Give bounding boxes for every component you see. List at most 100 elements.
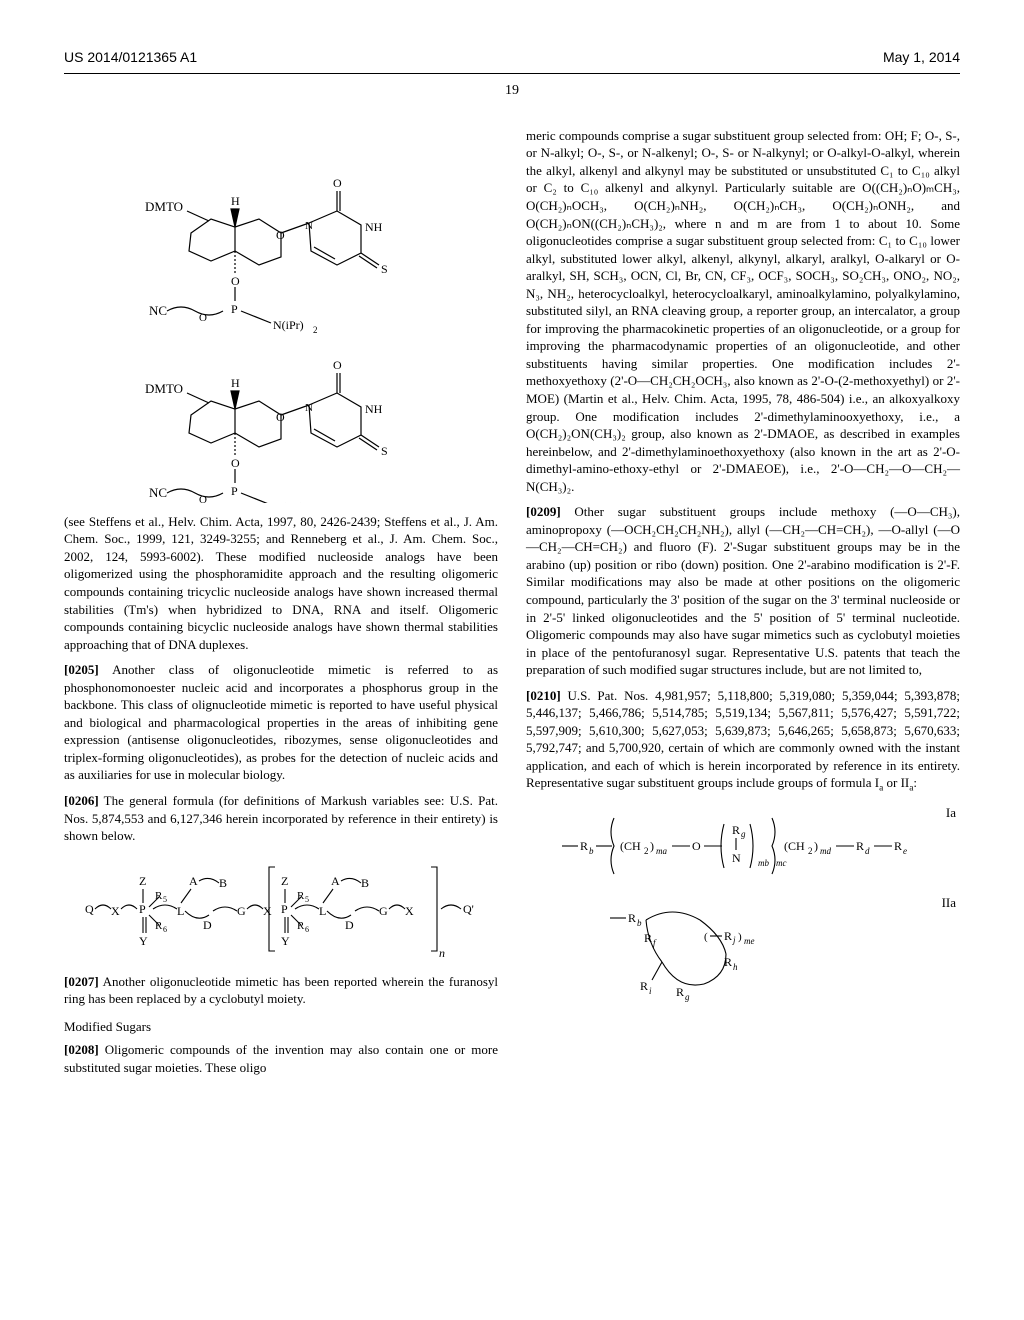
svg-text:h: h bbox=[733, 962, 738, 972]
svg-text:O: O bbox=[231, 274, 240, 288]
formula-label-Ia: Ia bbox=[946, 804, 956, 822]
svg-text:mc: mc bbox=[776, 858, 787, 868]
svg-text:R: R bbox=[856, 839, 864, 853]
svg-text:R: R bbox=[894, 839, 902, 853]
formula-Ia-block: Ia Rb (CH2) ma O Rg N bbox=[526, 804, 960, 884]
svg-text:ma: ma bbox=[656, 846, 667, 856]
svg-text:G: G bbox=[237, 904, 246, 918]
para-text: Oligomeric compounds of the invention ma… bbox=[64, 1042, 498, 1075]
svg-text:Z: Z bbox=[139, 874, 146, 888]
svg-text:NH: NH bbox=[365, 402, 383, 416]
svg-text:R: R bbox=[640, 979, 648, 993]
svg-text:(: ( bbox=[704, 931, 708, 943]
svg-text:N: N bbox=[305, 220, 313, 232]
svg-text:R: R bbox=[724, 929, 732, 943]
svg-text:P: P bbox=[231, 302, 238, 316]
svg-text:2: 2 bbox=[644, 846, 649, 856]
svg-text:O: O bbox=[231, 456, 240, 470]
svg-text:Q': Q' bbox=[463, 902, 474, 916]
svg-text:NC: NC bbox=[149, 485, 167, 500]
para-text: Other sugar substituent groups include m… bbox=[526, 504, 960, 677]
para-number: [0208] bbox=[64, 1042, 99, 1057]
page-header: US 2014/0121365 A1 May 1, 2014 bbox=[64, 48, 960, 74]
svg-text:R: R bbox=[644, 931, 652, 945]
svg-text:S: S bbox=[381, 262, 388, 276]
para-0210: [0210] U.S. Pat. Nos. 4,981,957; 5,118,8… bbox=[526, 687, 960, 796]
svg-text:O: O bbox=[333, 176, 342, 190]
para-number: [0209] bbox=[526, 504, 561, 519]
svg-text:Q: Q bbox=[85, 902, 94, 916]
svg-text:6: 6 bbox=[305, 925, 309, 934]
para-number: [0207] bbox=[64, 974, 99, 989]
patent-page: US 2014/0121365 A1 May 1, 2014 19 O bbox=[0, 0, 1024, 1320]
svg-text:2: 2 bbox=[313, 325, 318, 335]
svg-text:R: R bbox=[676, 985, 684, 999]
svg-text:NH: NH bbox=[365, 220, 383, 234]
svg-text:(CH: (CH bbox=[620, 839, 641, 853]
svg-text:2: 2 bbox=[808, 846, 813, 856]
svg-text:O: O bbox=[276, 228, 285, 242]
svg-text:me: me bbox=[744, 936, 755, 946]
para-number: [0206] bbox=[64, 793, 99, 808]
formula-IIa-block: IIa Rb Rf ( Rj ) bbox=[526, 894, 960, 1004]
para-text: U.S. Pat. Nos. 4,981,957; 5,118,800; 5,3… bbox=[526, 688, 960, 791]
svg-text:Y: Y bbox=[139, 934, 148, 948]
svg-text:L: L bbox=[319, 904, 326, 918]
para-0208: [0208] Oligomeric compounds of the inven… bbox=[64, 1041, 498, 1076]
svg-text:DMTO: DMTO bbox=[145, 381, 183, 396]
svg-text:b: b bbox=[589, 846, 594, 856]
svg-text:O: O bbox=[692, 839, 701, 853]
svg-text:A: A bbox=[189, 874, 198, 888]
publication-date: May 1, 2014 bbox=[883, 48, 960, 67]
svg-text:e: e bbox=[903, 846, 907, 856]
svg-text:R: R bbox=[628, 911, 636, 925]
modified-sugars-heading: Modified Sugars bbox=[64, 1018, 498, 1036]
svg-text:f: f bbox=[653, 938, 657, 948]
svg-text:b: b bbox=[637, 918, 642, 928]
structure-caption: (see Steffens et al., Helv. Chim. Acta, … bbox=[64, 513, 498, 653]
svg-text:R: R bbox=[580, 839, 588, 853]
svg-text:P: P bbox=[139, 902, 146, 916]
svg-text:X: X bbox=[111, 904, 120, 918]
svg-text:G: G bbox=[379, 904, 388, 918]
svg-text:n: n bbox=[439, 946, 445, 960]
svg-text:H: H bbox=[231, 376, 240, 390]
subscript-a: a bbox=[879, 784, 883, 794]
svg-text:N: N bbox=[305, 402, 313, 414]
markush-formula-structure: Q X P Z Y R5 R6 L A bbox=[81, 853, 481, 963]
svg-text:R: R bbox=[724, 955, 732, 969]
svg-text:NC: NC bbox=[149, 303, 167, 318]
para-0206: [0206] The general formula (for definiti… bbox=[64, 792, 498, 845]
svg-text:X: X bbox=[263, 904, 272, 918]
page-number: 19 bbox=[64, 82, 960, 101]
formula-IIa-structure: Rb Rf ( Rj ) me Rh bbox=[604, 894, 864, 1004]
svg-text:md: md bbox=[820, 846, 831, 856]
para-0208-continued: meric compounds comprise a sugar substit… bbox=[526, 127, 960, 495]
svg-text:P: P bbox=[231, 484, 238, 498]
svg-text:B: B bbox=[219, 876, 227, 890]
svg-text:): ) bbox=[738, 931, 742, 943]
svg-text:P: P bbox=[281, 902, 288, 916]
publication-number: US 2014/0121365 A1 bbox=[64, 48, 197, 67]
svg-text:Y: Y bbox=[281, 934, 290, 948]
para-text: The general formula (for definitions of … bbox=[64, 793, 498, 843]
svg-text:g: g bbox=[741, 829, 746, 839]
svg-text:i: i bbox=[649, 986, 652, 996]
svg-text:N(iPr): N(iPr) bbox=[273, 318, 304, 332]
svg-text:5: 5 bbox=[163, 895, 167, 904]
svg-text:mb: mb bbox=[758, 858, 769, 868]
svg-text:5: 5 bbox=[305, 895, 309, 904]
para-number: [0205] bbox=[64, 662, 99, 677]
para-0205: [0205] Another class of oligonucleotide … bbox=[64, 661, 498, 784]
svg-text:A: A bbox=[331, 874, 340, 888]
svg-text:O: O bbox=[276, 410, 285, 424]
svg-text:DMTO: DMTO bbox=[145, 199, 183, 214]
svg-text:O: O bbox=[333, 358, 342, 372]
svg-text:g: g bbox=[685, 992, 690, 1002]
svg-text:B: B bbox=[361, 876, 369, 890]
para-tail: : bbox=[913, 775, 917, 790]
para-text: Another oligonucleotide mimetic has been… bbox=[64, 974, 498, 1007]
svg-text:O: O bbox=[199, 312, 207, 324]
svg-text:): ) bbox=[814, 839, 818, 853]
para-number: [0210] bbox=[526, 688, 561, 703]
